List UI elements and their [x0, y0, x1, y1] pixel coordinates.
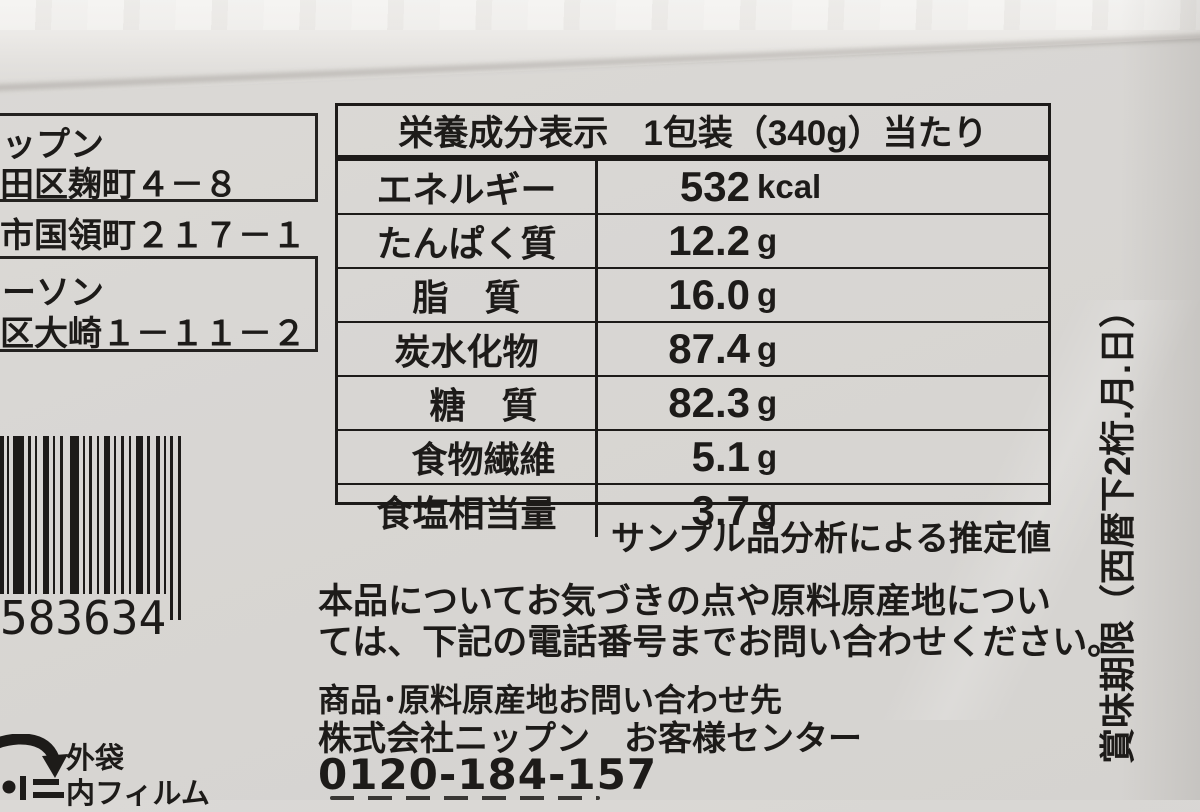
- nutrient-value: 16.0 g: [598, 269, 1048, 321]
- nutrition-row: エネルギー 532 kcal: [338, 161, 1048, 213]
- nutrient-label: 脂 質: [338, 269, 598, 321]
- nutrition-row: 糖 質 82.3 g: [338, 375, 1048, 429]
- nutrient-unit: g: [757, 330, 778, 367]
- inquiry-notice-line2: ては、下記の電話番号までお問い合わせください。: [318, 623, 1123, 662]
- contact-company: 株式会社ニップン お客様センター: [318, 720, 862, 758]
- nutrient-label: 食塩相当量: [338, 485, 598, 537]
- nutrient-unit: g: [757, 222, 778, 259]
- nutrition-table-title: 栄養成分表示 1包装（340g）当たり: [398, 114, 988, 153]
- nutrition-footnote: サンプル品分析による推定値: [611, 520, 1051, 558]
- table-line: [0, 113, 318, 116]
- package-right-shadow: [1120, 0, 1200, 800]
- nutrient-unit: kcal: [757, 168, 822, 205]
- table-line: [0, 256, 318, 259]
- nutrient-label: エネルギー: [338, 161, 598, 213]
- nutrient-label: たんぱく質: [338, 215, 598, 267]
- table-line: [0, 199, 318, 202]
- nutrient-amount: 82.3: [668, 379, 750, 426]
- nutrient-label: 炭水化物: [338, 323, 598, 375]
- nutrient-unit: g: [757, 276, 778, 313]
- package-seal-ruffle: [0, 0, 1200, 30]
- table-line: [315, 256, 318, 352]
- expiry-date-note: 賞味期限（西暦下2桁.月.日）: [1097, 291, 1138, 764]
- nutrient-value: 12.2 g: [598, 215, 1048, 267]
- nutrient-value: 82.3 g: [598, 377, 1048, 429]
- nutrient-value: 5.1 g: [598, 431, 1048, 483]
- nutrient-amount: 5.1: [691, 433, 750, 480]
- nutrition-rows: エネルギー 532 kcal たんぱく質 12.2 g 脂 質 16.0 g 炭水化物 87.4 g 糖…: [338, 161, 1048, 537]
- inquiry-notice: 本品についてお気づきの点や原料原産地につい ては、下記の電話番号までお問い合わせ…: [318, 581, 1122, 663]
- nutrition-row: 食物繊維 5.1 g: [338, 429, 1048, 483]
- inquiry-notice-line1: 本品についてお気づきの点や原料原産地につい: [318, 582, 1051, 621]
- nutrient-value: 87.4 g: [598, 323, 1048, 375]
- barcode-digits: 583634: [0, 591, 166, 645]
- nutrition-row: 食塩相当量 3.7 g: [338, 483, 1048, 537]
- nutrient-amount: 87.4: [668, 325, 750, 372]
- nutrient-amount: 16.0: [668, 271, 750, 318]
- nutrient-unit: g: [757, 384, 778, 421]
- recycle-inner-label: 内フィルム: [66, 778, 210, 810]
- nutrient-value: 532 kcal: [598, 161, 1048, 213]
- seller-address-partial: 区大崎１－１１－２: [0, 315, 306, 353]
- nutrient-label: 糖 質: [338, 377, 598, 429]
- package-sheen: [860, 300, 1200, 720]
- nutrition-row: 炭水化物 87.4 g: [338, 321, 1048, 375]
- nutrient-unit: g: [757, 492, 778, 529]
- nutrient-unit: g: [757, 438, 778, 475]
- nutrient-label: 食物繊維: [338, 431, 598, 483]
- nutrition-header-divider: [338, 155, 1048, 161]
- barcode: 583634: [0, 436, 181, 645]
- nutrition-row: たんぱく質 12.2 g: [338, 213, 1048, 267]
- nutrition-row: 脂 質 16.0 g: [338, 267, 1048, 321]
- recycle-plastic-icon: [0, 734, 68, 800]
- contact-phone: 0120-184-157: [318, 750, 658, 799]
- seller-name-partial: ーソン: [2, 274, 104, 312]
- nutrient-amount: 12.2: [668, 217, 750, 264]
- nutrition-table: 栄養成分表示 1包装（340g）当たり エネルギー 532 kcal たんぱく質 12.…: [335, 103, 1051, 537]
- table-line: [315, 113, 318, 202]
- manufacturer-name-partial: ップン: [2, 126, 104, 164]
- cutoff-text-marks: [330, 796, 600, 800]
- nutrient-amount: 3.7: [691, 487, 750, 534]
- table-line: [0, 349, 318, 352]
- contact-heading: 商品･原料原産地お問い合わせ先: [318, 682, 783, 718]
- recycle-outer-label: 外袋: [66, 743, 125, 775]
- factory-address-partial: 市国領町２１７－１: [0, 217, 306, 255]
- nutrient-value: 3.7 g: [598, 485, 1048, 537]
- manufacturer-address-partial: 田区麹町４－８: [0, 166, 238, 204]
- nutrient-amount: 532: [679, 163, 750, 210]
